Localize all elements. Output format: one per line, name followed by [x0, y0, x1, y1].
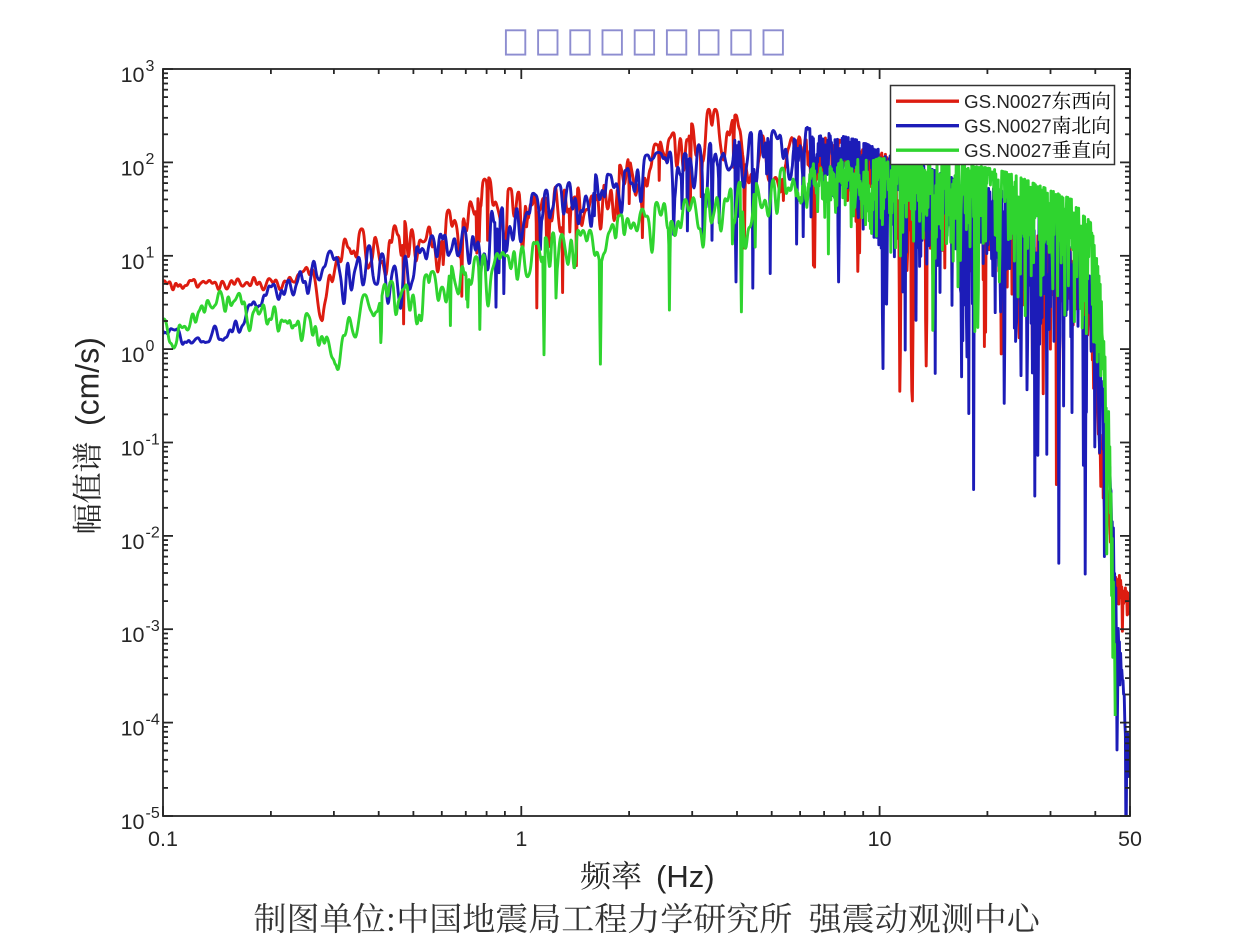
- svg-text:-3: -3: [146, 618, 160, 635]
- svg-text:10: 10: [121, 717, 145, 741]
- svg-text:GS.N0027: GS.N0027: [964, 116, 1052, 137]
- svg-text:(Hz): (Hz): [656, 859, 715, 894]
- svg-text:3: 3: [146, 58, 155, 75]
- svg-text:(cm/s): (cm/s): [70, 337, 106, 426]
- svg-text:1: 1: [515, 827, 527, 851]
- svg-text:-4: -4: [146, 711, 160, 728]
- svg-text:0: 0: [146, 338, 155, 355]
- svg-text:-5: -5: [146, 805, 160, 822]
- svg-text:-2: -2: [146, 525, 160, 542]
- svg-text:10: 10: [121, 250, 145, 274]
- svg-text:50: 50: [1118, 827, 1142, 851]
- svg-text:10: 10: [121, 810, 145, 834]
- svg-text:10: 10: [121, 437, 145, 461]
- svg-text:-1: -1: [146, 431, 160, 448]
- svg-text:GS.N0027: GS.N0027: [964, 140, 1052, 161]
- svg-text:10: 10: [121, 156, 145, 180]
- svg-text:10: 10: [121, 530, 145, 554]
- svg-text:10: 10: [121, 343, 145, 367]
- svg-text:10: 10: [868, 827, 892, 851]
- svg-text:0.1: 0.1: [148, 827, 178, 851]
- svg-text:1: 1: [146, 245, 155, 262]
- svg-text:2: 2: [146, 151, 155, 168]
- svg-text:GS.N0027: GS.N0027: [964, 91, 1052, 112]
- svg-text:10: 10: [121, 63, 145, 87]
- svg-text:10: 10: [121, 623, 145, 647]
